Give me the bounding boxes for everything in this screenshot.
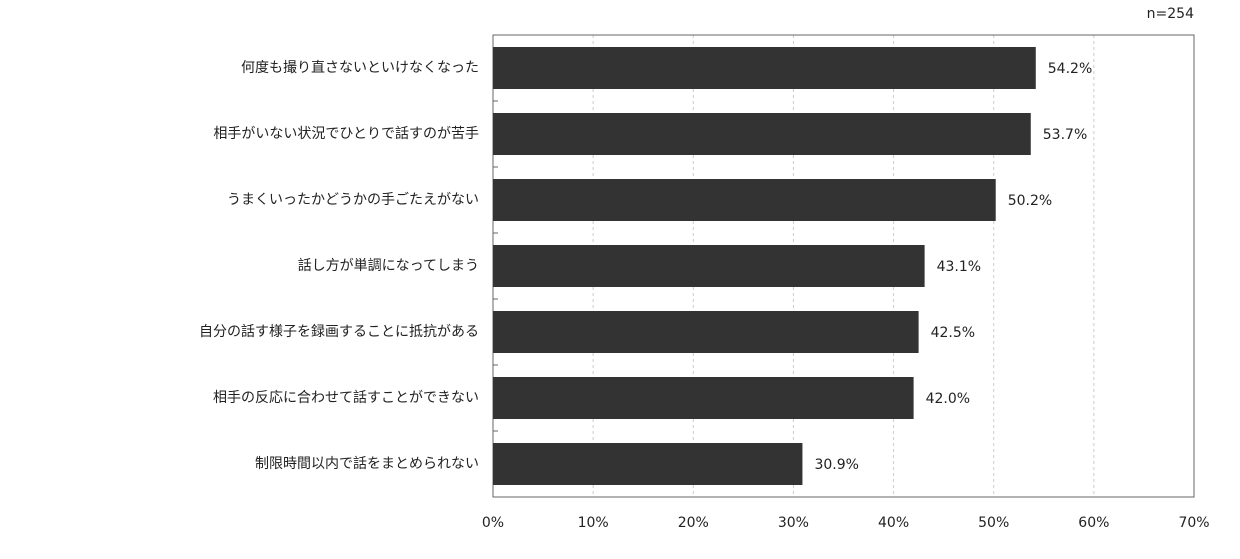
value-label: 50.2% [1008, 193, 1052, 209]
x-tick-label: 70% [1178, 515, 1209, 531]
x-tick-label: 60% [1078, 515, 1109, 531]
y-tick-label: 話し方が単調になってしまう [298, 257, 479, 274]
sample-size-note: n=254 [1147, 6, 1194, 22]
y-tick-label: 相手がいない状況でひとりで話すのが苦手 [213, 125, 479, 142]
bar [493, 311, 919, 353]
bar [493, 113, 1031, 155]
x-tick-label: 0% [482, 515, 504, 531]
x-tick-label: 40% [878, 515, 909, 531]
y-tick-label: 制限時間以内で話をまとめられない [255, 455, 479, 472]
x-tick-label: 30% [778, 515, 809, 531]
x-tick-label: 10% [578, 515, 609, 531]
y-tick-label: 何度も撮り直さないといけなくなった [241, 59, 479, 76]
y-tick-label: 相手の反応に合わせて話すことができない [213, 389, 479, 406]
x-tick-label: 50% [978, 515, 1009, 531]
y-tick-label: うまくいったかどうかの手ごたえがない [227, 192, 479, 208]
value-label: 42.0% [926, 391, 970, 407]
x-tick-label: 20% [678, 515, 709, 531]
value-label: 42.5% [931, 325, 975, 341]
bar [493, 179, 996, 221]
y-tick-label: 自分の話す様子を録画することに抵抗がある [199, 323, 479, 340]
bar [493, 377, 914, 419]
value-label: 54.2% [1048, 61, 1092, 77]
value-label: 43.1% [937, 259, 981, 275]
value-label: 30.9% [814, 457, 858, 473]
bar [493, 47, 1036, 89]
value-label: 53.7% [1043, 127, 1087, 143]
bar [493, 443, 803, 485]
bar [493, 245, 925, 287]
